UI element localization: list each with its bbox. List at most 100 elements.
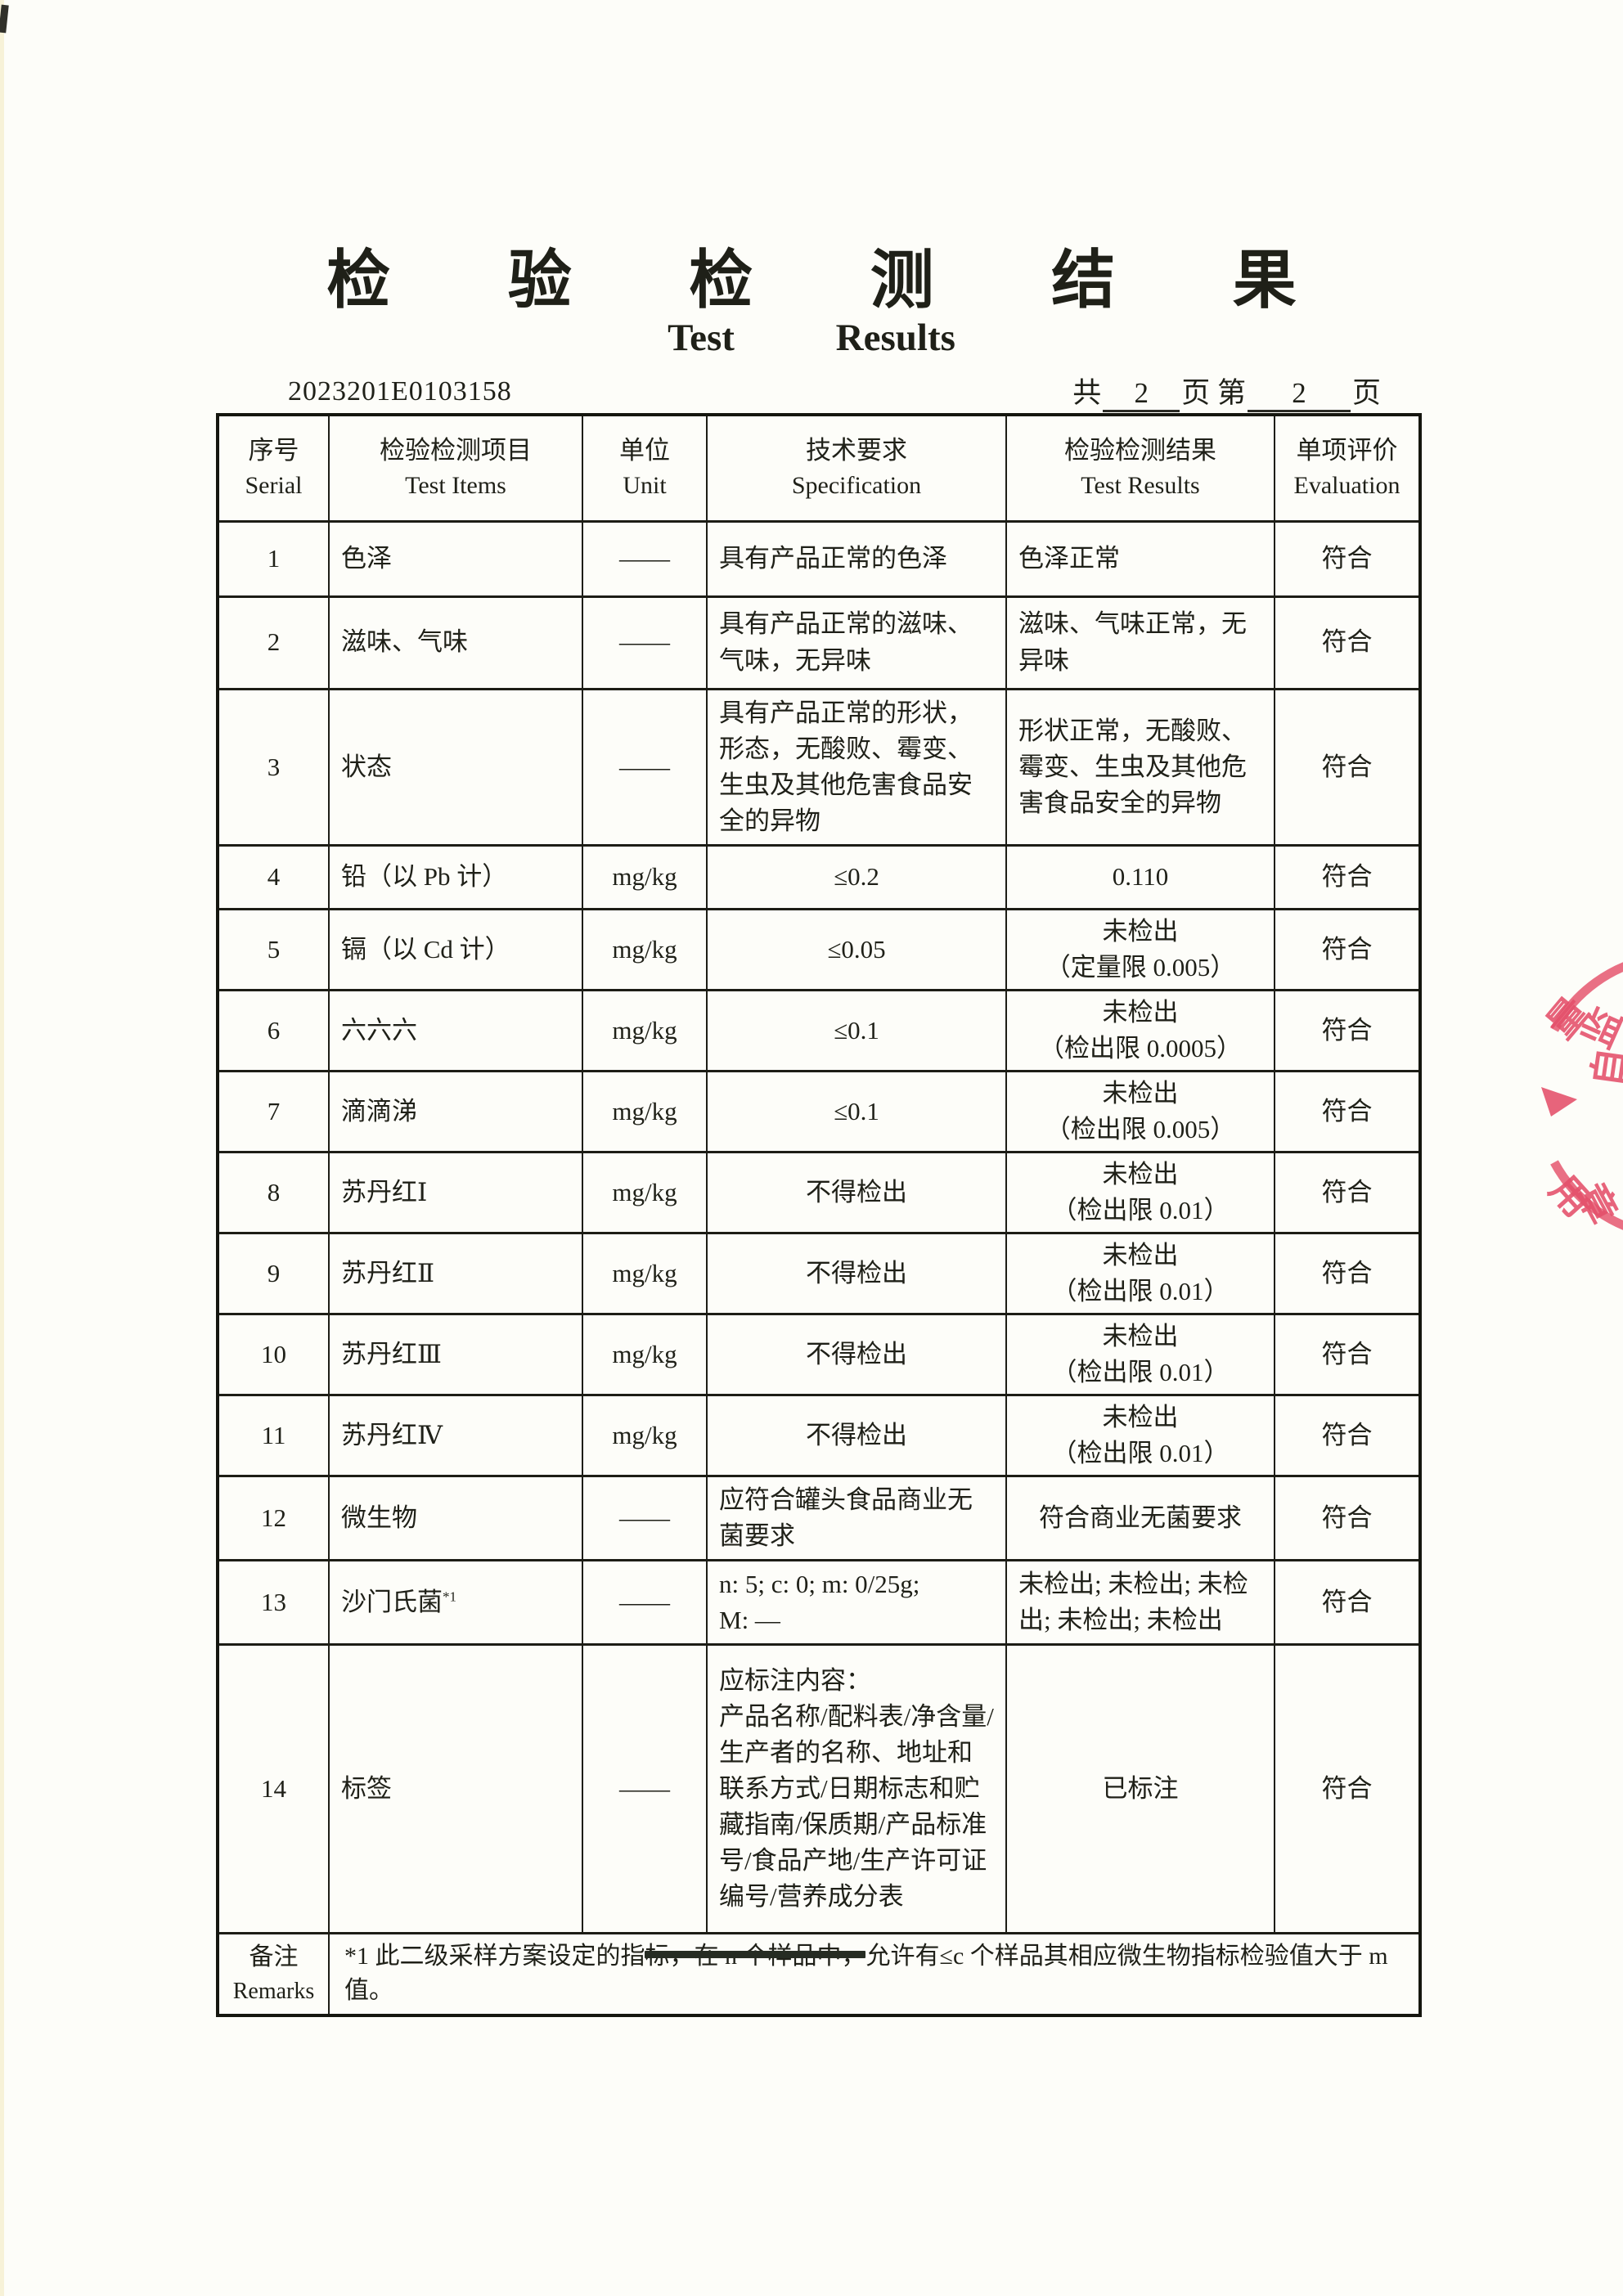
report-number: 2023201E0103158	[288, 376, 512, 407]
cell-spec: ≤0.05	[706, 908, 1007, 991]
page-counter-end-label: 页	[1351, 377, 1381, 409]
cell-result: 符合商业无菌要求	[1005, 1475, 1275, 1561]
header-unit: 单位 Unit	[582, 414, 708, 522]
cell-unit: mg/kg	[582, 989, 708, 1072]
seal-ring-upper-arc	[1550, 962, 1623, 1032]
table-row: 6 六六六 mg/kg ≤0.1 未检出 （检出限 0.0005） 符合	[217, 989, 1421, 1072]
official-seal-stamp: 量 监 自 用 章	[1540, 962, 1623, 1231]
header-evaluation: 单项评价 Evaluation	[1274, 414, 1421, 522]
cell-item: 沙门氏菌*1	[328, 1559, 583, 1646]
cell-item: 苏丹红Ⅳ	[328, 1394, 583, 1477]
table-row: 3 状态 —— 具有产品正常的形状，形态，无酸败、霉变、生虫及其他危害食品安全的…	[217, 687, 1421, 847]
cell-result: 未检出 （检出限 0.01）	[1005, 1394, 1275, 1477]
cell-serial: 14	[217, 1643, 330, 1934]
cell-serial: 10	[217, 1313, 330, 1396]
cell-unit: mg/kg	[582, 1151, 708, 1234]
cell-eval: 符合	[1274, 687, 1421, 847]
cell-result: 未检出; 未检出; 未检出; 未检出; 未检出	[1005, 1559, 1275, 1646]
cell-unit: mg/kg	[582, 908, 708, 991]
cell-unit: ——	[582, 687, 708, 847]
redaction-bar	[645, 1951, 865, 1958]
table-row: 12 微生物 —— 应符合罐头食品商业无菌要求 符合商业无菌要求 符合	[217, 1475, 1421, 1561]
cell-result: 已标注	[1005, 1643, 1275, 1934]
cell-spec: ≤0.1	[706, 989, 1007, 1072]
footnote-marker: *1	[443, 1588, 457, 1605]
cell-eval: 符合	[1274, 989, 1421, 1072]
cell-unit: ——	[582, 520, 708, 597]
table-row: 8 苏丹红Ⅰ mg/kg 不得检出 未检出 （检出限 0.01） 符合	[217, 1151, 1421, 1234]
cell-item: 苏丹红Ⅰ	[328, 1151, 583, 1234]
seal-char: 自	[1586, 1045, 1623, 1090]
cell-item: 微生物	[328, 1475, 583, 1561]
cell-result: 0.110	[1005, 844, 1275, 910]
cell-eval: 符合	[1274, 1559, 1421, 1646]
header-test-items: 检验检测项目 Test Items	[328, 414, 583, 522]
table-row: 9 苏丹红Ⅱ mg/kg 不得检出 未检出 （检出限 0.01） 符合	[217, 1232, 1421, 1315]
cell-spec: 具有产品正常的滋味、气味，无异味	[706, 595, 1007, 690]
cell-serial: 13	[217, 1559, 330, 1646]
cell-eval: 符合	[1274, 1475, 1421, 1561]
remarks-row: 备注 Remarks *1 此二级采样方案设定的指标，在 n 个样品中，允许有≤c…	[217, 1932, 1421, 2017]
cell-unit: mg/kg	[582, 1313, 708, 1396]
cell-item: 状态	[328, 687, 583, 847]
cell-serial: 7	[217, 1070, 330, 1153]
cell-serial: 5	[217, 908, 330, 991]
cell-item: 苏丹红Ⅲ	[328, 1313, 583, 1396]
cell-eval: 符合	[1274, 908, 1421, 991]
cell-item: 铅（以 Pb 计）	[328, 844, 583, 910]
cell-serial: 12	[217, 1475, 330, 1561]
cell-result: 未检出 （检出限 0.01）	[1005, 1232, 1275, 1315]
scan-edge-artifact	[0, 0, 4, 2296]
table-row: 13 沙门氏菌*1 —— n: 5; c: 0; m: 0/25g; M: — …	[217, 1559, 1421, 1646]
cell-serial: 8	[217, 1151, 330, 1234]
cell-spec: 不得检出	[706, 1313, 1007, 1396]
header-serial: 序号 Serial	[217, 414, 330, 522]
page-title-english: Test Results	[668, 317, 955, 359]
cell-serial: 9	[217, 1232, 330, 1315]
cell-spec: 不得检出	[706, 1394, 1007, 1477]
page-counter-current-value: 2	[1247, 377, 1351, 412]
cell-result: 未检出 （检出限 0.005）	[1005, 1070, 1275, 1153]
cell-eval: 符合	[1274, 1232, 1421, 1315]
cell-serial: 6	[217, 989, 330, 1072]
cell-eval: 符合	[1274, 844, 1421, 910]
cell-result: 未检出 （检出限 0.0005）	[1005, 989, 1275, 1072]
cell-item: 苏丹红Ⅱ	[328, 1232, 583, 1315]
cell-unit: ——	[582, 1559, 708, 1646]
page-title: 检 验 检 测 结 果	[326, 245, 1347, 316]
remarks-text: *1 此二级采样方案设定的指标，在 n 个样品中，允许有≤c 个样品其相应微生物…	[328, 1932, 1421, 2017]
cell-item: 标签	[328, 1643, 583, 1934]
cell-eval: 符合	[1274, 1643, 1421, 1934]
cell-item: 镉（以 Cd 计）	[328, 908, 583, 991]
remarks-label: 备注 Remarks	[217, 1932, 330, 2017]
cell-result: 未检出 （检出限 0.01）	[1005, 1151, 1275, 1234]
table-row: 2 滋味、气味 —— 具有产品正常的滋味、气味，无异味 滋味、气味正常，无异味 …	[217, 595, 1421, 690]
cell-spec: 具有产品正常的形状，形态，无酸败、霉变、生虫及其他危害食品安全的异物	[706, 687, 1007, 847]
scan-corner-mark	[0, 4, 9, 34]
cell-item: 滋味、气味	[328, 595, 583, 690]
cell-spec: ≤0.2	[706, 844, 1007, 910]
cell-unit: ——	[582, 595, 708, 690]
table-header-row: 序号 Serial 检验检测项目 Test Items 单位 Unit 技术要求 Spe…	[217, 414, 1421, 522]
table-row: 11 苏丹红Ⅳ mg/kg 不得检出 未检出 （检出限 0.01） 符合	[217, 1394, 1421, 1477]
cell-spec: ≤0.1	[706, 1070, 1007, 1153]
cell-spec: 应符合罐头食品商业无菌要求	[706, 1475, 1007, 1561]
cell-eval: 符合	[1274, 595, 1421, 690]
cell-item: 六六六	[328, 989, 583, 1072]
cell-item: 滴滴涕	[328, 1070, 583, 1153]
cell-result: 未检出 （定量限 0.005）	[1005, 908, 1275, 991]
table-row: 4 铅（以 Pb 计） mg/kg ≤0.2 0.110 符合	[217, 844, 1421, 910]
cell-serial: 3	[217, 687, 330, 847]
cell-spec: 应标注内容： 产品名称/配料表/净含量/生产者的名称、地址和联系方式/日期标志和…	[706, 1643, 1007, 1934]
results-table: 序号 Serial 检验检测项目 Test Items 单位 Unit 技术要求 Spe…	[216, 413, 1422, 2018]
cell-eval: 符合	[1274, 1313, 1421, 1396]
cell-result: 未检出 （检出限 0.01）	[1005, 1313, 1275, 1396]
cell-eval: 符合	[1274, 1394, 1421, 1477]
cell-serial: 2	[217, 595, 330, 690]
cell-spec: 具有产品正常的色泽	[706, 520, 1007, 597]
cell-result: 形状正常，无酸败、霉变、生虫及其他危害食品安全的异物	[1005, 687, 1275, 847]
page-counter-total-label: 共	[1072, 377, 1102, 409]
cell-serial: 11	[217, 1394, 330, 1477]
page-counter-mid-label: 页 第	[1181, 377, 1246, 409]
